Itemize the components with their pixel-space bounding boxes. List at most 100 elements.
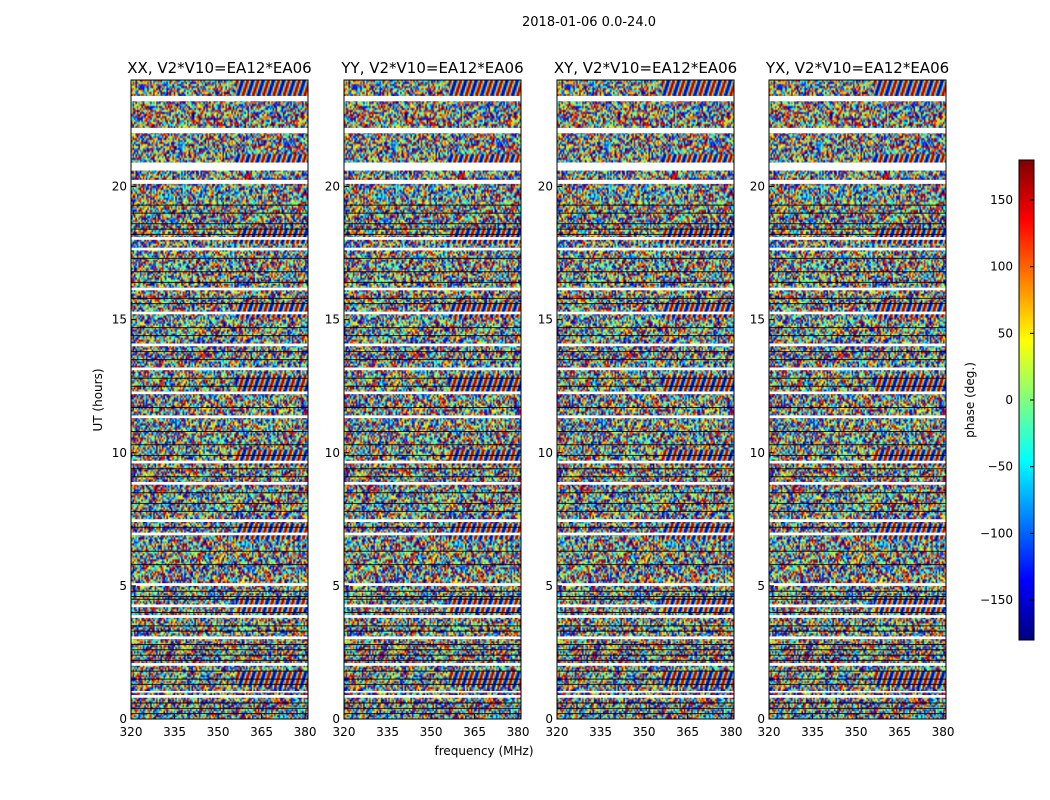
panel: YY, V2*V10=EA12*EA06 320 335 350 365 380 0 5 10 1…: [325, 59, 530, 739]
y-tick-label: 5: [545, 579, 553, 593]
flagged-band: [557, 663, 734, 666]
flagged-band: [131, 95, 308, 102]
y-tick-label: 0: [757, 712, 765, 726]
panel-title: YX, V2*V10=EA12*EA06: [765, 59, 949, 77]
y-tick-label: 5: [757, 579, 765, 593]
flagged-band: [131, 663, 308, 666]
panel-title: XY, V2*V10=EA12*EA06: [554, 59, 737, 77]
flagged-band: [557, 519, 734, 522]
flagged-band: [769, 460, 946, 464]
flagged-band: [769, 583, 946, 586]
flagged-band: [557, 583, 734, 586]
flagged-band: [557, 695, 734, 698]
x-tick-label: 365: [676, 725, 699, 739]
flagged-band: [344, 695, 521, 698]
flagged-band: [557, 460, 734, 464]
y-tick-label: 0: [119, 712, 127, 726]
flagged-band: [131, 127, 308, 134]
y-tick-label: 0: [332, 712, 340, 726]
flagged-band: [769, 367, 946, 371]
y-tick-label: 5: [332, 579, 340, 593]
phase-heatmap: [344, 80, 521, 719]
flagged-band: [769, 519, 946, 522]
y-tick-label: 15: [750, 313, 765, 327]
x-tick-label: 320: [333, 725, 356, 739]
flagged-band: [131, 247, 308, 251]
flagged-band: [557, 162, 734, 171]
flagged-band: [344, 415, 521, 419]
panels: XX, V2*V10=EA12*EA06 320 335 350 365 380 0 5 10 1…: [112, 59, 955, 739]
flagged-band: [344, 247, 521, 251]
y-tick-label: 15: [538, 313, 553, 327]
flagged-band: [557, 95, 734, 102]
flagged-band: [769, 391, 946, 395]
flagged-band: [344, 95, 521, 102]
panel: XX, V2*V10=EA12*EA06 320 335 350 365 380 0 5 10 1…: [112, 59, 317, 739]
y-axis-label: UT (hours): [91, 368, 105, 431]
flagged-band: [131, 162, 308, 171]
x-tick-label: 365: [250, 725, 273, 739]
phase-heatmap: [131, 80, 308, 719]
flagged-band: [769, 691, 946, 693]
x-tick-label: 380: [932, 725, 955, 739]
flagged-band: [557, 287, 734, 291]
flagged-band: [131, 615, 308, 618]
flagged-band: [557, 636, 734, 640]
figure-suptitle: 2018-01-06 0.0-24.0: [522, 15, 656, 30]
flagged-band: [344, 636, 521, 640]
x-tick-label: 380: [294, 725, 317, 739]
flagged-band: [769, 311, 946, 315]
flagged-band: [769, 695, 946, 698]
flagged-band: [557, 367, 734, 371]
flagged-band: [131, 367, 308, 371]
flagged-band: [557, 415, 734, 419]
flagged-band: [131, 237, 308, 240]
x-tick-label: 350: [633, 725, 656, 739]
flagged-band: [131, 311, 308, 315]
colorbar-tick-label: −150: [980, 593, 1013, 607]
flagged-band: [769, 482, 946, 485]
flagged-band: [769, 415, 946, 419]
flagged-band: [131, 532, 308, 536]
flagged-band: [769, 343, 946, 347]
y-tick-label: 10: [112, 446, 127, 460]
y-tick-label: 15: [112, 313, 127, 327]
y-tick-label: 10: [325, 446, 340, 460]
y-tick-label: 20: [112, 180, 127, 194]
colorbar: −150 −100 −50 0 50 100 150 phase (deg.): [963, 159, 1035, 641]
flagged-band: [131, 636, 308, 640]
flagged-band: [344, 519, 521, 522]
flagged-band: [557, 179, 734, 184]
flagged-band: [131, 695, 308, 698]
colorbar-ticks: −150 −100 −50 0 50 100 150: [980, 193, 1034, 607]
flagged-band: [344, 460, 521, 464]
panel-title: YY, V2*V10=EA12*EA06: [340, 59, 523, 77]
colorbar-tick-label: 100: [990, 260, 1013, 274]
axes-frame: [556, 79, 735, 720]
flagged-band: [557, 482, 734, 485]
flagged-band: [344, 343, 521, 347]
x-tick-label: 365: [888, 725, 911, 739]
flagged-band: [344, 179, 521, 184]
flagged-band: [344, 311, 521, 315]
x-tick-label: 320: [120, 725, 143, 739]
x-tick-label: 335: [589, 725, 612, 739]
flagged-band: [131, 343, 308, 347]
panel: XY, V2*V10=EA12*EA06 320 335 350 365 380 0 5 10 1…: [538, 59, 743, 739]
flagged-band: [344, 367, 521, 371]
flagged-band: [131, 287, 308, 291]
flagged-band: [769, 247, 946, 251]
colorbar-tick-label: −50: [988, 460, 1013, 474]
x-tick-label: 335: [163, 725, 186, 739]
flagged-band: [769, 532, 946, 536]
flagged-band: [769, 615, 946, 618]
flagged-band: [557, 343, 734, 347]
y-tick-label: 20: [750, 180, 765, 194]
flagged-band: [131, 604, 308, 608]
flagged-band: [344, 532, 521, 536]
x-tick-label: 380: [507, 725, 530, 739]
flagged-band: [557, 237, 734, 240]
flagged-band: [344, 691, 521, 693]
flagged-band: [557, 691, 734, 693]
